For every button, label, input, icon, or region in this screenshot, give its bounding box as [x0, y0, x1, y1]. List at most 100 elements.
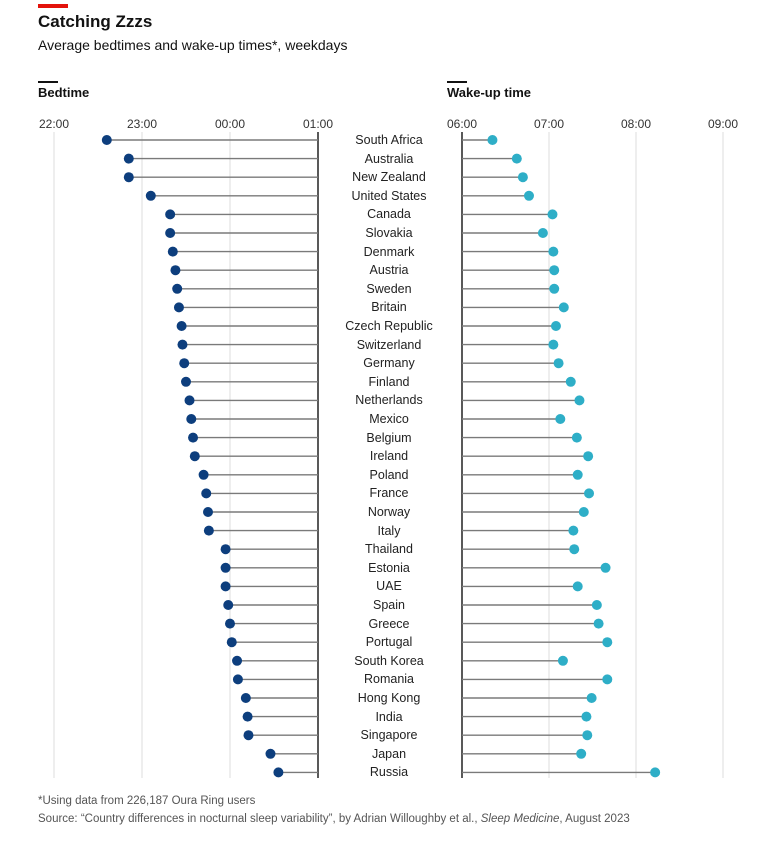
wake-dot	[569, 544, 580, 555]
bedtime-dot	[226, 637, 237, 648]
wake-dot	[549, 265, 560, 276]
bedtime-dot	[232, 674, 243, 685]
wake-dot	[537, 228, 548, 238]
wake-tick-label: 06:00	[446, 117, 478, 131]
wake-dot	[550, 321, 561, 331]
wake-dot	[548, 339, 559, 350]
country-label: Czech Republic	[345, 319, 433, 333]
bedtime-dot	[167, 246, 178, 257]
wake-dot	[582, 730, 593, 741]
bedtime-dot	[123, 153, 134, 164]
wake-dot	[547, 209, 558, 220]
source-note: Source: “Country differences in nocturna…	[38, 813, 630, 825]
wake-dot	[523, 190, 534, 201]
country-label: Hong Kong	[357, 691, 421, 705]
wake-dot	[555, 414, 566, 424]
wake-dot	[576, 748, 587, 759]
bedtime-dot	[198, 469, 209, 480]
bedtime-dot	[265, 748, 276, 759]
wake-tick-label: 09:00	[707, 117, 739, 131]
wake-dot	[557, 655, 568, 666]
country-label: Ireland	[369, 449, 409, 464]
country-label: India	[375, 709, 403, 724]
wake-panel-title: Wake-up time	[447, 85, 532, 100]
bedtime-dot	[165, 228, 176, 238]
bedtime-dot	[181, 376, 191, 387]
wake-dot	[593, 618, 604, 629]
wake-tick-label: 08:00	[620, 117, 652, 131]
country-label: Greece	[368, 616, 410, 631]
bedtime-dot	[225, 618, 235, 629]
bedtime-dot	[170, 265, 181, 276]
source-prefix: Source: “Country differences in nocturna…	[38, 813, 481, 825]
wake-dot	[487, 135, 498, 145]
bedtime-dot	[173, 302, 184, 313]
bedtime-dot	[186, 414, 197, 424]
bedtime-dot	[220, 581, 231, 592]
wake-dot	[568, 525, 579, 536]
country-label: Japan	[371, 746, 407, 761]
country-label: France	[369, 486, 409, 501]
source-suffix: , August 2023	[559, 813, 630, 825]
country-label: Switzerland	[356, 337, 422, 352]
bedtime-dot	[203, 525, 214, 536]
country-label: Canada	[367, 207, 411, 222]
bedtime-dot	[179, 358, 190, 369]
country-label: Finland	[368, 374, 410, 389]
wake-dot	[553, 358, 564, 369]
bedtime-dot	[189, 451, 200, 462]
wake-dot	[558, 302, 569, 313]
wake-dot	[511, 153, 522, 164]
wake-dot	[600, 562, 611, 573]
accent-bar	[38, 4, 68, 8]
wake-dot	[574, 395, 585, 406]
chart-subtitle: Average bedtimes and wake-up times*, wee…	[38, 37, 348, 53]
bedtime-dot	[176, 321, 187, 331]
bedtime-dot	[273, 767, 284, 778]
country-label: Portugal	[365, 635, 413, 650]
bedtime-tick-label: 22:00	[38, 117, 70, 131]
bedtime-dot	[243, 730, 254, 741]
country-label: Slovakia	[365, 226, 413, 240]
wake-dot	[572, 469, 583, 480]
bedtime-dot	[223, 600, 234, 610]
wake-dot	[584, 488, 595, 499]
country-label: Austria	[369, 263, 409, 278]
bedtime-dot	[201, 488, 212, 499]
country-label: Sweden	[366, 281, 412, 296]
country-label: Norway	[367, 505, 411, 519]
country-label: Australia	[364, 151, 414, 166]
bedtime-tick-label: 01:00	[302, 117, 334, 131]
bedtime-tick-label: 00:00	[214, 117, 246, 131]
wake-dot	[650, 767, 661, 778]
country-label: Romania	[363, 672, 415, 687]
country-label: Estonia	[368, 560, 410, 575]
country-label: Britain	[371, 300, 407, 315]
bedtime-dot	[101, 135, 112, 145]
wake-dot	[571, 432, 582, 443]
bedtime-dot	[123, 172, 134, 183]
bedtime-dot	[177, 339, 188, 350]
bedtime-dot	[184, 395, 195, 406]
wake-tick-label: 07:00	[533, 117, 565, 131]
wake-dot	[549, 283, 560, 294]
wake-dot	[583, 451, 594, 462]
country-label: Spain	[373, 598, 405, 612]
country-label: Poland	[369, 467, 409, 482]
wake-dot	[578, 507, 589, 517]
wake-dot	[602, 637, 613, 648]
bedtime-dot	[145, 190, 156, 201]
country-label: Singapore	[360, 728, 418, 743]
country-label: UAE	[376, 579, 402, 594]
bedtime-dot	[172, 283, 183, 294]
chart-title: Catching Zzzs	[38, 12, 153, 31]
wake-dot	[602, 674, 613, 685]
wake-dot	[591, 600, 602, 610]
wake-dot	[581, 711, 592, 722]
bedtime-panel-title: Bedtime	[38, 85, 90, 100]
wake-dot	[586, 693, 597, 703]
bedtime-dot	[220, 562, 231, 573]
bedtime-dot	[188, 432, 199, 443]
bedtime-title-rule	[38, 81, 58, 83]
bedtime-dot	[220, 544, 231, 555]
